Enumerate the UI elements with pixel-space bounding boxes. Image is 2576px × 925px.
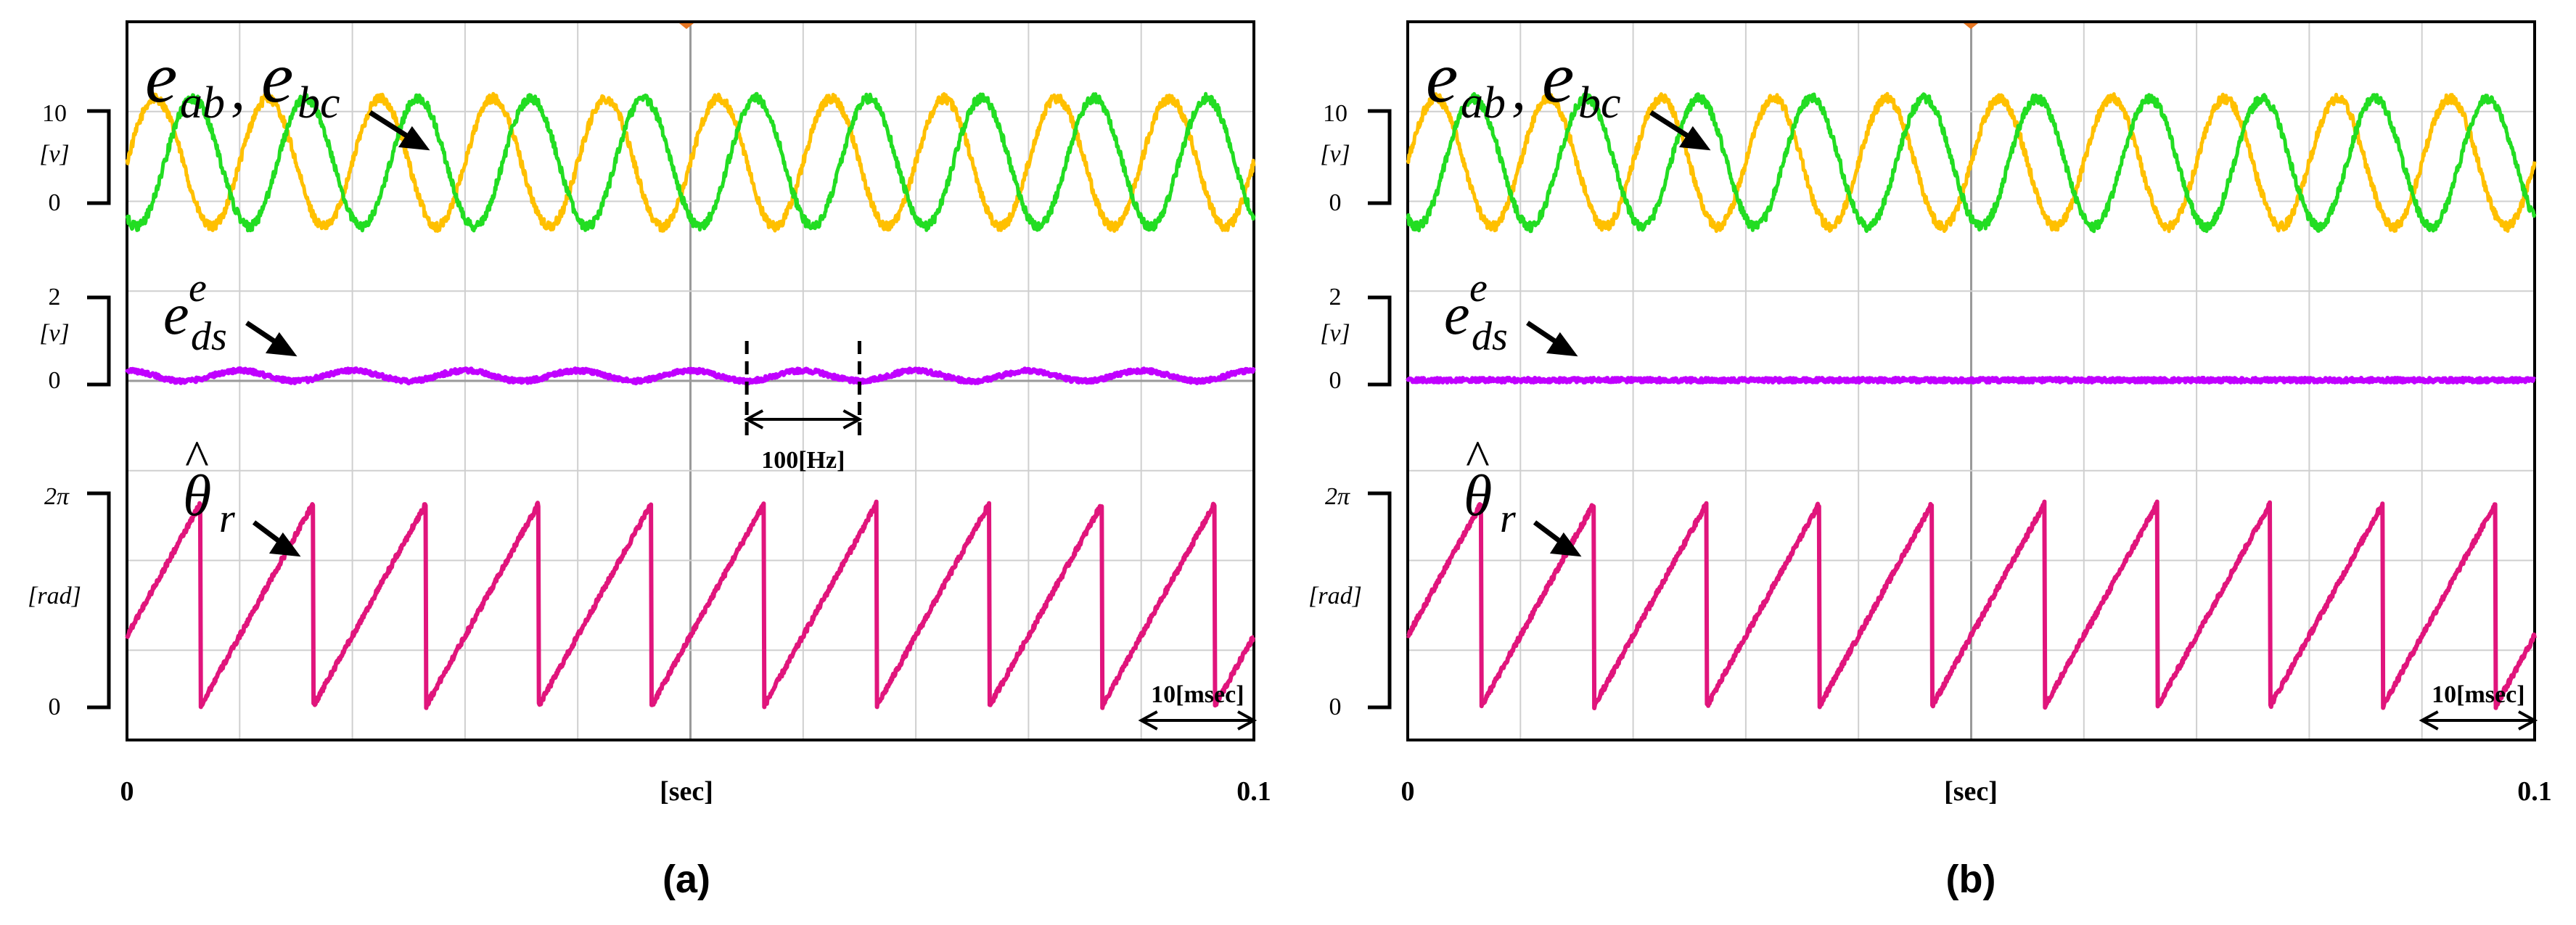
voltage-scale-bracket: [1368, 109, 1392, 205]
d-unit-label: [v]: [1320, 320, 1350, 347]
x-tick-max: 0.1: [1236, 776, 1271, 807]
trace-e-ab: [1406, 91, 2537, 234]
scale-label: 10[msec]: [1151, 681, 1244, 708]
trace-e-bc: [1406, 91, 2537, 234]
scale-arrow-left: [1138, 710, 1158, 731]
trace-theta-r-hat: [1406, 499, 2537, 710]
trace-e-ab: [125, 91, 1256, 233]
trace-e-ds-e: [1406, 376, 2537, 385]
eab-comma: ,: [1511, 58, 1526, 122]
scope-figure-a: 10 [v] 0 2 [v] 0 2π [rad] 0 e ab , e bc …: [28, 20, 1271, 901]
v-unit-label: [v]: [1320, 141, 1350, 168]
trace-theta-r-hat: [125, 499, 1256, 710]
v-unit-label: [v]: [39, 141, 70, 168]
eds-arrowhead: [1546, 332, 1578, 357]
d-top-label: 2: [1329, 284, 1342, 311]
trace-e-ds-e: [125, 366, 1256, 386]
eds-letter: e: [1444, 283, 1470, 347]
a-top-label: 2π: [1325, 483, 1350, 510]
x-tick-max: 0.1: [2517, 776, 2552, 807]
traces: [125, 91, 1256, 710]
dq-scale-bracket: [87, 295, 111, 387]
d-unit-label: [v]: [39, 320, 70, 347]
v-top-label: 10: [1323, 100, 1348, 127]
ebc-subscript: bc: [298, 78, 340, 128]
chart-panel-b: 10 [v] 0 2 [v] 0 2π [rad] 0 e ab , e bc …: [1288, 0, 2576, 925]
eds-superscript: e: [189, 266, 207, 311]
ebc-arrow: [1649, 110, 1692, 140]
ebc-subscript: bc: [1578, 78, 1621, 128]
eab-letter: e: [145, 37, 177, 118]
scale-arrow-right: [2518, 710, 2538, 731]
eab-comma: ,: [231, 58, 245, 122]
theta-letter: θ: [1464, 464, 1492, 528]
x-tick-0: 0: [1401, 776, 1415, 807]
scale-arrow-left: [2419, 710, 2439, 731]
pointer-arrows: [245, 110, 430, 557]
scale-label: 10[msec]: [2432, 681, 2524, 708]
pointer-arrows: [1526, 110, 1711, 557]
eab-letter: e: [1426, 37, 1458, 118]
label-theta: θ ^ r: [1464, 431, 1516, 541]
d-zero-label: 0: [49, 367, 61, 394]
scale-arrow-right: [1237, 710, 1258, 731]
a-zero-label: 0: [1329, 694, 1342, 720]
label-eab-ebc: e ab , e bc: [1426, 37, 1621, 128]
a-zero-label: 0: [49, 694, 61, 720]
a-unit-label: [rad]: [1308, 583, 1362, 609]
eds-arrowhead: [265, 332, 298, 357]
trace-e-bc: [125, 91, 1256, 233]
plot-frame: [126, 20, 1255, 741]
v-zero-label: 0: [49, 189, 61, 216]
ebc-arrowhead: [1678, 126, 1711, 151]
theta-subscript: r: [1500, 496, 1516, 541]
theta-arrowhead: [1549, 532, 1582, 557]
traces: [1406, 91, 2537, 710]
freq-annotation: 100[Hz]: [743, 341, 863, 474]
eab-subscript: ab: [180, 78, 225, 128]
panel-caption: (b): [1946, 858, 1996, 901]
ebc-arrowhead: [398, 126, 430, 151]
label-eds: e e ds: [163, 266, 227, 359]
panel-caption: (a): [663, 858, 710, 901]
v-zero-label: 0: [1329, 189, 1342, 216]
label-theta: θ ^ r: [183, 431, 235, 541]
a-unit-label: [rad]: [28, 583, 81, 609]
x-axis-label: [sec]: [1944, 776, 1998, 807]
x-axis-label: [sec]: [660, 776, 713, 807]
angle-scale-bracket: [87, 491, 111, 710]
chart-panel-a: 10 [v] 0 2 [v] 0 2π [rad] 0 e ab , e bc …: [28, 20, 1271, 901]
scope-figure-b: 10 [v] 0 2 [v] 0 2π [rad] 0 e ab , e bc …: [1308, 20, 2552, 901]
eds-subscript: ds: [191, 314, 227, 359]
freq-arrow-right: [842, 409, 863, 429]
eds-subscript: ds: [1472, 314, 1508, 359]
time-scale-annotation: 10[msec]: [2419, 681, 2538, 731]
freq-arrow-left: [743, 409, 764, 429]
eds-superscript: e: [1469, 266, 1488, 311]
time-scale-annotation: 10[msec]: [1138, 681, 1258, 731]
theta-arrowhead: [268, 532, 301, 557]
theta-letter: θ: [183, 464, 211, 528]
eab-subscript: ab: [1461, 78, 1506, 128]
theta-subscript: r: [219, 496, 235, 541]
angle-scale-bracket: [1368, 491, 1392, 710]
ebc-arrow: [369, 110, 411, 140]
trigger-marker: [1964, 23, 1978, 29]
freq-label: 100[Hz]: [761, 447, 845, 474]
d-top-label: 2: [49, 284, 61, 311]
voltage-scale-bracket: [87, 109, 111, 205]
label-eab-ebc: e ab , e bc: [145, 37, 340, 128]
theta-hat: ^: [1466, 431, 1490, 487]
theta-hat: ^: [185, 431, 209, 487]
dq-scale-bracket: [1368, 295, 1392, 387]
trigger-marker: [679, 23, 694, 29]
ebc-letter: e: [261, 37, 293, 118]
ebc-letter: e: [1542, 37, 1574, 118]
a-top-label: 2π: [44, 483, 70, 510]
label-eds: e e ds: [1444, 266, 1508, 359]
d-zero-label: 0: [1329, 367, 1342, 394]
v-top-label: 10: [42, 100, 67, 127]
x-tick-0: 0: [120, 776, 134, 807]
eds-letter: e: [163, 283, 189, 347]
